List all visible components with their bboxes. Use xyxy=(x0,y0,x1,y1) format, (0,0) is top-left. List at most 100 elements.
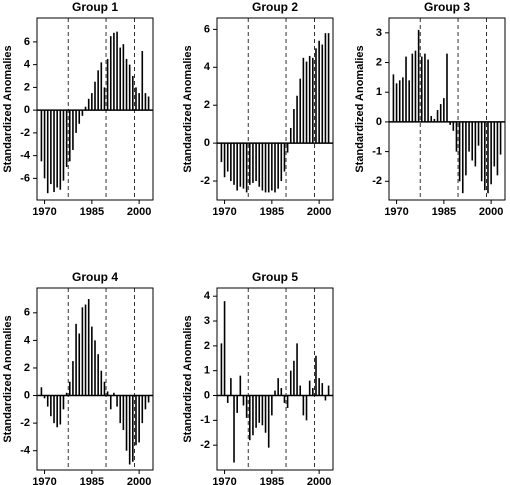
bar xyxy=(40,110,43,162)
bar xyxy=(242,143,245,189)
bar xyxy=(277,143,279,189)
x-tick-label: 2000 xyxy=(307,476,331,485)
bar xyxy=(258,395,261,423)
bar xyxy=(138,395,140,443)
plot-frame xyxy=(216,17,334,201)
bar xyxy=(119,395,122,424)
bar xyxy=(405,56,407,122)
bar xyxy=(280,143,283,182)
bar xyxy=(239,143,242,187)
x-tick-label: 2000 xyxy=(479,206,503,218)
y-tick-label: 4 xyxy=(24,59,31,71)
bar xyxy=(59,395,62,425)
bar xyxy=(84,106,87,111)
bar xyxy=(53,395,55,424)
panel: Group 4 Standardized Anomalies -4 -2 0 2 4 6 197… xyxy=(2,270,154,485)
bar xyxy=(299,385,302,396)
bar xyxy=(125,58,128,111)
bar xyxy=(499,121,502,155)
bar xyxy=(100,370,103,396)
bar xyxy=(402,77,404,122)
bar xyxy=(125,395,128,451)
bar xyxy=(267,143,270,193)
bar xyxy=(87,299,90,396)
panel: Group 1 Standardized Anomalies -6 -4 -2 0 2 4 6 1… xyxy=(2,0,154,218)
bar xyxy=(433,118,436,122)
y-tick-label: 2 xyxy=(24,362,30,374)
bar xyxy=(135,395,137,446)
bar xyxy=(471,121,474,161)
x-tick-label: 1970 xyxy=(384,206,408,218)
bar xyxy=(141,395,144,424)
bar xyxy=(312,57,314,144)
bar xyxy=(122,395,125,431)
bar xyxy=(56,110,58,188)
y-tick-label: -2 xyxy=(20,127,30,139)
y-tick-label: 1 xyxy=(376,86,382,98)
bar xyxy=(452,121,455,131)
bar xyxy=(128,395,131,465)
bar xyxy=(477,121,480,146)
bar xyxy=(490,121,492,185)
y-tick-label: 0 xyxy=(376,116,382,128)
x-tick-label: 1985 xyxy=(260,476,284,485)
plot-area xyxy=(220,33,330,193)
bar xyxy=(289,370,292,396)
bar xyxy=(138,93,140,111)
x-tick-label: 1970 xyxy=(212,206,236,218)
y-tick-label: 6 xyxy=(24,36,30,48)
y-tick-label: -2 xyxy=(200,439,210,451)
bar xyxy=(46,395,49,407)
bar xyxy=(312,388,314,396)
bar xyxy=(305,395,308,421)
y-tick-label: 2 xyxy=(204,99,210,111)
bar xyxy=(427,59,429,122)
y-tick-label: 0 xyxy=(204,137,210,149)
bar xyxy=(223,143,226,178)
bar xyxy=(78,333,81,396)
bar xyxy=(493,121,496,167)
bar xyxy=(68,110,71,162)
y-tick-label: -4 xyxy=(20,150,31,162)
bar xyxy=(446,53,448,122)
bar xyxy=(245,143,248,193)
bar xyxy=(119,47,122,111)
bar xyxy=(103,381,106,396)
bar xyxy=(230,143,232,182)
bar xyxy=(245,395,248,418)
bar xyxy=(296,343,298,396)
y-tick-label: 6 xyxy=(204,23,210,35)
x-tick-label: 2000 xyxy=(127,206,151,218)
bar xyxy=(484,121,486,191)
y-tick-label: -1 xyxy=(200,414,210,426)
bar xyxy=(261,143,264,191)
bar xyxy=(318,40,320,144)
bar xyxy=(315,48,317,144)
x-tick-label: 2000 xyxy=(307,206,331,218)
y-axis-label: Standardized Anomalies xyxy=(2,45,14,172)
bar xyxy=(443,98,445,122)
bar xyxy=(439,104,442,122)
x-tick-label: 1970 xyxy=(212,476,236,485)
bar xyxy=(392,74,395,122)
bar xyxy=(122,44,125,111)
bar xyxy=(236,143,238,191)
bar xyxy=(267,395,270,448)
bar xyxy=(414,50,417,122)
y-tick-label: 0 xyxy=(24,389,30,401)
bar xyxy=(109,36,112,111)
panel-title: Group 5 xyxy=(252,270,298,284)
plot-area xyxy=(40,31,150,194)
bar xyxy=(135,87,137,111)
y-axis-label: Standardized Anomalies xyxy=(2,315,14,442)
plot-area xyxy=(220,301,330,463)
bar xyxy=(128,64,131,111)
bar xyxy=(242,395,245,406)
bar xyxy=(264,143,267,193)
bar xyxy=(258,143,261,187)
bar xyxy=(283,395,286,403)
y-tick-label: 2 xyxy=(24,81,30,93)
panel-title: Group 4 xyxy=(72,270,118,284)
bar xyxy=(480,121,483,182)
